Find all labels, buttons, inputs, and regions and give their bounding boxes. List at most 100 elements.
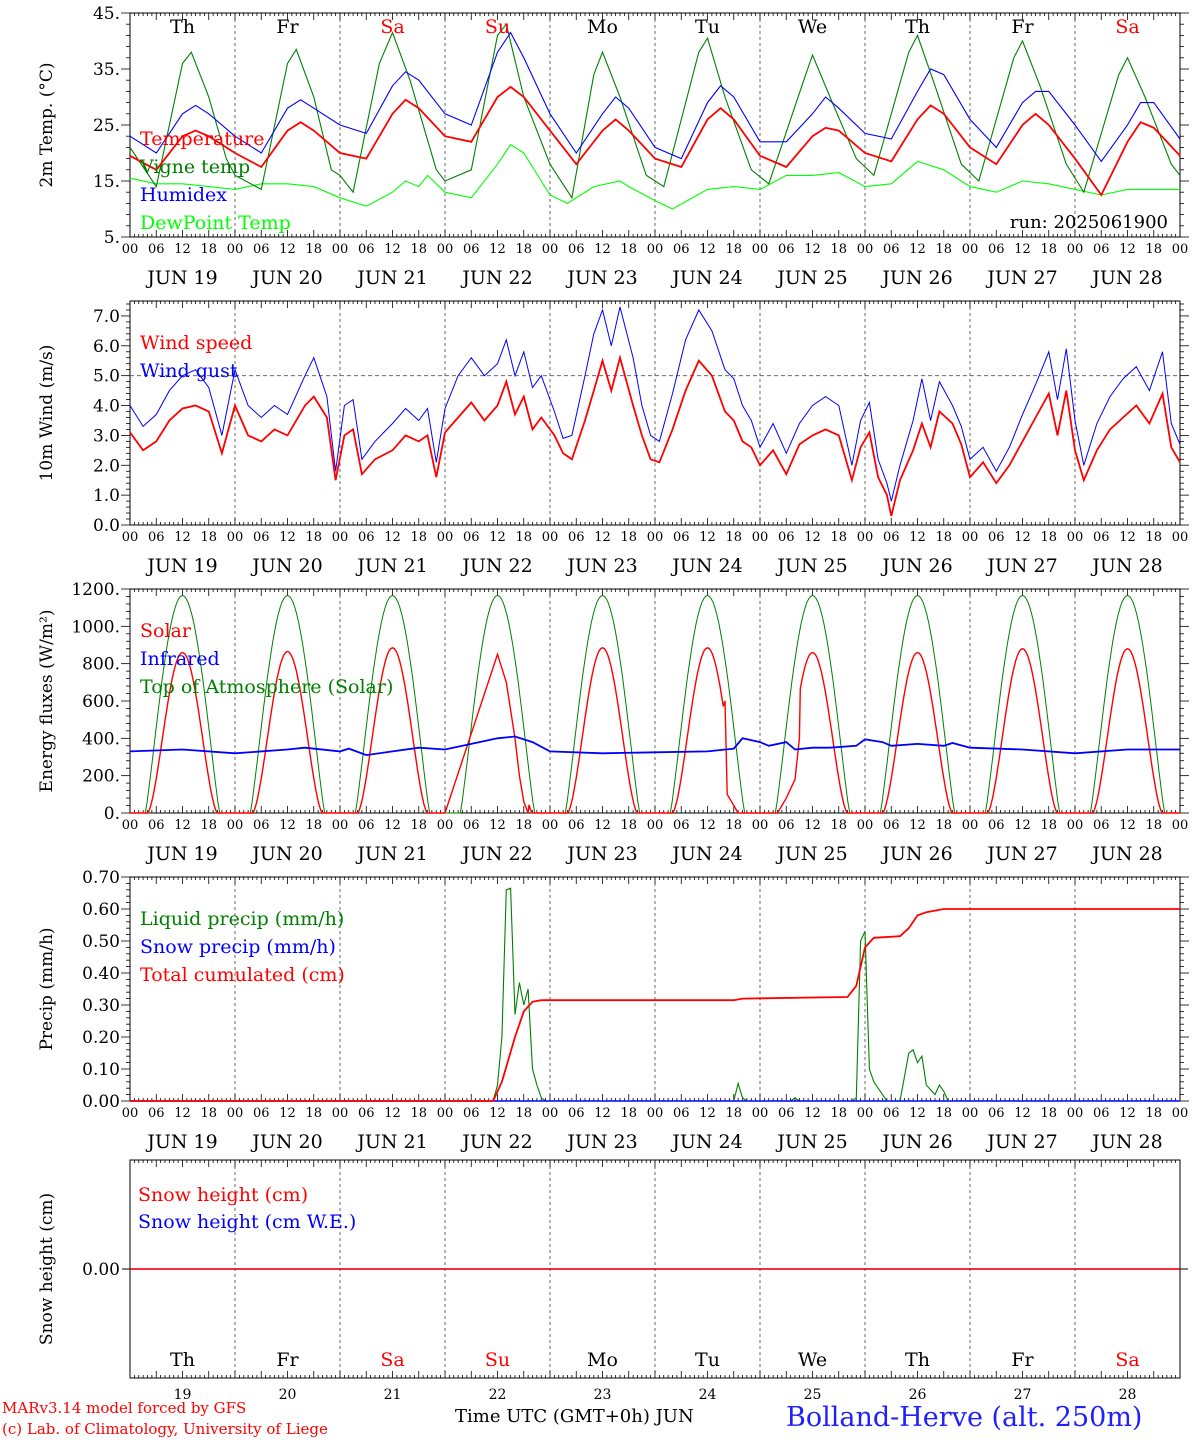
series-solar <box>444 652 550 814</box>
hour-tick-label: 12 <box>909 242 926 257</box>
weekday-label: We <box>798 1349 827 1371</box>
series-wind-gust <box>129 306 1181 502</box>
hour-tick-label: 18 <box>410 1106 427 1121</box>
hour-tick-label: 12 <box>1014 530 1031 545</box>
date-label: JUN 19 <box>145 1131 217 1153</box>
weekday-label: Tu <box>695 1349 720 1371</box>
hour-tick-label: 18 <box>410 818 427 833</box>
hour-tick-label: 18 <box>830 242 847 257</box>
date-label: JUN 25 <box>775 843 847 865</box>
hour-tick-label: 12 <box>489 242 506 257</box>
date-label: JUN 21 <box>355 1131 427 1153</box>
y-tick-label: 0. <box>104 804 120 824</box>
date-label: JUN 26 <box>880 843 952 865</box>
hour-tick-label: 00 <box>857 818 874 833</box>
hour-tick-label: 00 <box>227 1106 244 1121</box>
y-axis-label: 10m Wind (m/s) <box>37 345 57 482</box>
y-axis-label: 2m Temp. (°C) <box>37 62 57 187</box>
hour-tick-label: 18 <box>515 242 532 257</box>
date-label: JUN 23 <box>565 267 637 289</box>
hour-tick-label: 12 <box>804 530 821 545</box>
y-axis-label: Energy fluxes (W/m²) <box>37 610 57 793</box>
series-solar <box>340 647 445 814</box>
panel-4: 0.00 0.10 0.20 0.30 0.40 0.50 0.60 0.70 Precip (… <box>37 868 1189 1153</box>
hour-tick-label: 00 <box>227 818 244 833</box>
series-toa-solar <box>655 594 760 814</box>
weekday-label: Sa <box>1115 1349 1139 1371</box>
legend-blue: Infrared <box>140 648 220 670</box>
station-label: Bolland-Herve (alt. 250m) <box>786 1402 1143 1433</box>
hour-tick-label: 18 <box>725 818 742 833</box>
date-label: JUN 22 <box>460 843 532 865</box>
date-label: JUN 23 <box>565 1131 637 1153</box>
hour-tick-label: 18 <box>1145 818 1162 833</box>
date-label: JUN 28 <box>1090 555 1162 577</box>
hour-tick-label: 18 <box>935 242 952 257</box>
run-label: run: 2025061900 <box>1010 212 1168 233</box>
hour-tick-label: 12 <box>594 242 611 257</box>
hour-tick-label: 12 <box>384 818 401 833</box>
hour-tick-label: 12 <box>174 818 191 833</box>
hour-tick-label: 06 <box>358 1106 375 1121</box>
hour-tick-label: 12 <box>1014 1106 1031 1121</box>
hour-tick-label: 12 <box>279 242 296 257</box>
y-tick-label: 600. <box>82 692 120 712</box>
hour-tick-label: 12 <box>174 242 191 257</box>
date-label: JUN 25 <box>775 267 847 289</box>
panel-3: 0. 200. 400. 600. 800. 1000. 1200. Energy fluxe… <box>37 580 1189 865</box>
hour-tick-label: 00 <box>1067 1106 1084 1121</box>
date-label: JUN 28 <box>1090 267 1162 289</box>
hour-tick-label: 06 <box>358 818 375 833</box>
hour-tick-label: 00 <box>1172 242 1189 257</box>
hour-tick-label: 12 <box>909 818 926 833</box>
date-label: JUN 27 <box>985 267 1057 289</box>
hour-tick-label: 06 <box>778 818 795 833</box>
hour-tick-label: 12 <box>699 818 716 833</box>
date-label: JUN 26 <box>880 555 952 577</box>
series-toa-solar <box>970 594 1075 814</box>
series-toa-solar <box>550 594 655 814</box>
y-tick-label: 400. <box>82 729 120 749</box>
weekday-label: Fr <box>1011 16 1034 38</box>
date-label: JUN 25 <box>775 1131 847 1153</box>
y-tick-label: 0.70 <box>82 868 120 888</box>
hour-tick-label: 00 <box>962 242 979 257</box>
hour-tick-label: 06 <box>673 242 690 257</box>
weekday-label: Fr <box>276 1349 299 1371</box>
date-label: JUN 24 <box>670 555 742 577</box>
hour-tick-label: 18 <box>200 818 217 833</box>
y-tick-label: 800. <box>82 655 120 675</box>
hour-tick-label: 18 <box>830 530 847 545</box>
hour-tick-label: 18 <box>515 818 532 833</box>
hour-tick-label: 06 <box>463 1106 480 1121</box>
weekday-label: Su <box>485 16 510 38</box>
hour-tick-label: 06 <box>568 530 585 545</box>
hour-tick-label: 18 <box>725 242 742 257</box>
hour-tick-label: 00 <box>332 1106 349 1121</box>
date-label: JUN 20 <box>250 555 322 577</box>
hour-tick-label: 12 <box>1014 818 1031 833</box>
y-tick-label: 1200. <box>71 580 120 600</box>
hour-tick-label: 12 <box>384 1106 401 1121</box>
day-number-label: 26 <box>909 1387 927 1403</box>
y-tick-label: 0.30 <box>82 996 120 1016</box>
y-tick-label: 5.0 <box>93 367 120 387</box>
hour-tick-label: 00 <box>437 818 454 833</box>
legend-darkgreen: Liquid precip (mm/h) <box>140 908 344 930</box>
y-tick-label: 25. <box>93 116 120 136</box>
y-tick-label: 7.0 <box>93 307 120 327</box>
hour-tick-label: 00 <box>1067 242 1084 257</box>
plot-frame <box>129 588 1181 814</box>
hour-tick-label: 00 <box>1067 530 1084 545</box>
hour-tick-label: 00 <box>227 242 244 257</box>
legend-blue: Wind gust <box>140 360 238 382</box>
date-label: JUN 24 <box>670 267 742 289</box>
day-number-label: 24 <box>699 1387 717 1403</box>
hour-tick-label: 00 <box>647 818 664 833</box>
hour-tick-label: 12 <box>699 1106 716 1121</box>
day-number-label: 28 <box>1119 1387 1137 1403</box>
hour-tick-label: 18 <box>830 818 847 833</box>
hour-tick-label: 18 <box>935 818 952 833</box>
legend-red: Wind speed <box>140 332 252 354</box>
y-tick-label: 3.0 <box>93 426 120 446</box>
